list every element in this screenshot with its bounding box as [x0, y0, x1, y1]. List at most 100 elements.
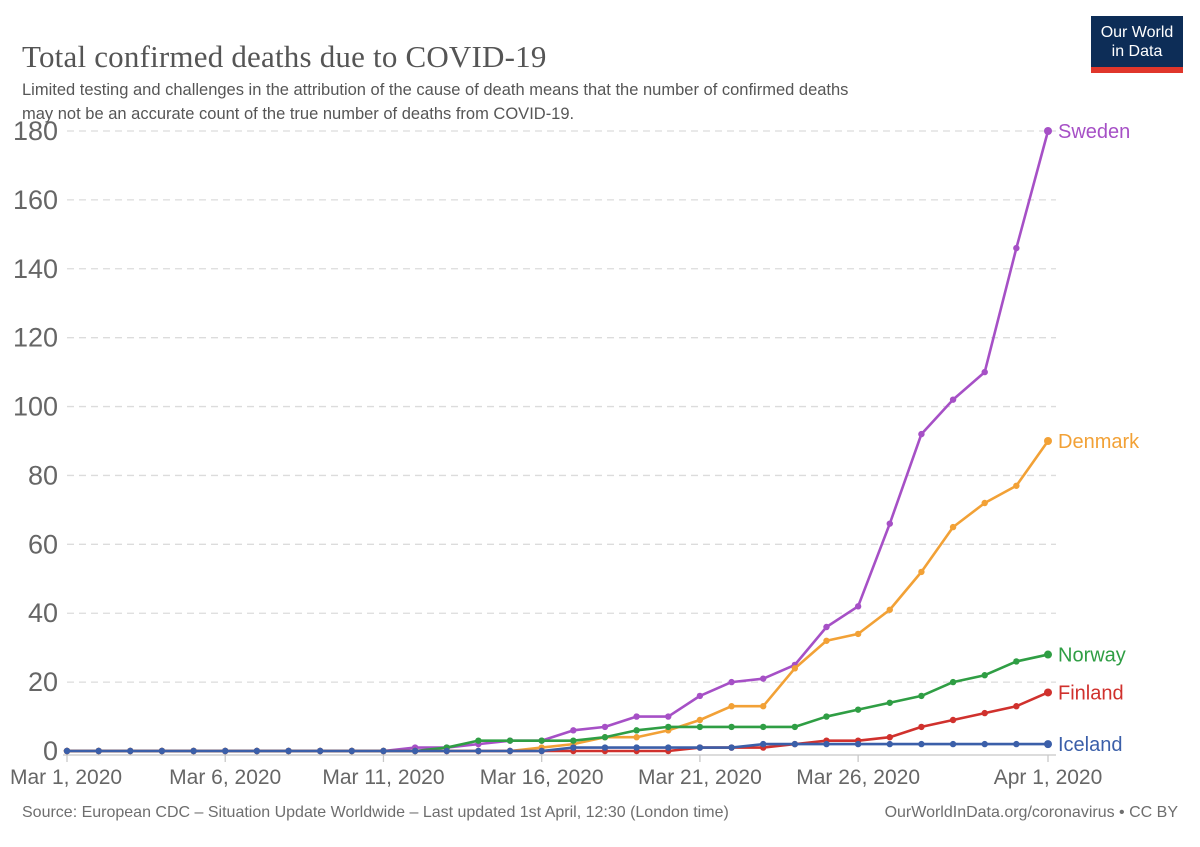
owid-logo-line2: in Data: [1111, 43, 1163, 60]
series-point-sweden-16: [570, 727, 577, 734]
series-point-iceland-27: [918, 740, 925, 748]
series-point-norway-15: [538, 737, 545, 744]
series-point-sweden-25: [854, 603, 862, 610]
y-tick-label-140: 140: [13, 254, 58, 284]
series-point-norway-26: [886, 699, 893, 706]
y-tick-label-160: 160: [13, 185, 58, 215]
x-tick-label-3: Mar 16, 2020: [480, 766, 604, 789]
series-point-iceland-29: [981, 740, 988, 748]
x-tick-label-2: Mar 11, 2020: [322, 766, 444, 789]
series-point-iceland-12: [443, 747, 450, 755]
series-point-iceland-3: [158, 747, 166, 755]
series-point-iceland-18: [633, 744, 640, 751]
x-tick-label-5: Mar 26, 2020: [796, 766, 920, 789]
series-point-finland-30: [1013, 703, 1020, 710]
series-line-iceland: [65, 742, 1050, 753]
series-point-iceland-13: [475, 747, 482, 755]
series-point-norway-20: [696, 723, 704, 731]
y-tick-label-80: 80: [28, 460, 58, 490]
series-point-denmark-28: [949, 523, 957, 531]
series-point-finland-29: [981, 709, 988, 717]
series-point-norway-14: [506, 737, 514, 744]
series-point-denmark-29: [981, 499, 988, 507]
series-point-sweden-26: [886, 520, 893, 527]
series-point-denmark-21: [728, 703, 735, 710]
series-point-denmark-20: [696, 716, 704, 724]
series-point-denmark-26: [886, 606, 893, 613]
series-point-sweden-18: [633, 713, 640, 720]
series-point-denmark-24: [823, 637, 830, 644]
source-note: Source: European CDC – Situation Update …: [22, 804, 729, 821]
series-point-iceland-8: [316, 747, 324, 755]
y-tick-label-180: 180: [13, 116, 58, 146]
owid-logo[interactable]: Our World in Data: [1091, 16, 1183, 73]
series-point-finland-26: [886, 734, 893, 741]
series-point-sweden-22: [759, 675, 767, 682]
owid-logo-line1: Our World: [1100, 24, 1174, 41]
series-point-sweden-29: [981, 368, 988, 376]
series-point-finland-31: [1044, 688, 1052, 697]
x-tick-label-1: Mar 6, 2020: [169, 766, 281, 789]
series-point-sweden-20: [696, 692, 704, 700]
series-point-iceland-21: [728, 744, 735, 751]
series-point-norway-25: [854, 706, 862, 713]
series-point-iceland-2: [127, 747, 134, 755]
series-point-iceland-6: [253, 747, 261, 755]
series-point-iceland-22: [759, 740, 767, 748]
owid-logo-red-bar: [1091, 67, 1183, 73]
series-point-norway-28: [949, 678, 957, 686]
series-point-norway-22: [759, 723, 767, 731]
license-badge: • CC BY: [1114, 804, 1178, 821]
series-point-iceland-15: [538, 747, 545, 755]
series-line-denmark: [65, 439, 1050, 753]
y-tick-label-20: 20: [28, 667, 58, 697]
series-point-norway-21: [728, 723, 735, 731]
series-point-iceland-4: [190, 747, 197, 755]
owid-logo-text: Our World in Data: [1091, 16, 1183, 67]
series-point-iceland-10: [380, 747, 387, 755]
series-point-norway-18: [633, 727, 640, 734]
y-tick-label-120: 120: [13, 323, 58, 353]
series-point-iceland-28: [949, 740, 957, 748]
series-label-iceland: Iceland: [1058, 734, 1123, 756]
series-point-iceland-31: [1044, 740, 1052, 749]
series-point-denmark-31: [1044, 437, 1052, 445]
series-label-denmark: Denmark: [1058, 431, 1140, 453]
page-title: Total confirmed deaths due to COVID-19: [22, 38, 547, 74]
y-tick-label-60: 60: [28, 529, 58, 559]
chart-footer: Source: European CDC – Situation Update …: [22, 804, 1178, 822]
series-line-sweden: [65, 129, 1050, 753]
series-label-norway: Norway: [1058, 645, 1126, 667]
series-point-norway-30: [1013, 658, 1020, 665]
series-point-denmark-23: [791, 665, 799, 672]
series-point-finland-27: [918, 723, 925, 731]
series-point-sweden-31: [1044, 127, 1052, 135]
x-tick-label-0: Mar 1, 2020: [10, 766, 122, 789]
series-point-norway-29: [981, 672, 988, 679]
page-subtitle: Limited testing and challenges in the at…: [22, 80, 849, 124]
series-point-norway-17: [601, 734, 609, 741]
series-point-iceland-7: [285, 747, 292, 755]
series-point-sweden-19: [665, 713, 672, 720]
x-tick-label-6: Apr 1, 2020: [994, 766, 1103, 789]
series-point-norway-19: [665, 723, 672, 731]
series-point-norway-27: [918, 692, 925, 700]
series-point-sweden-21: [728, 678, 735, 686]
series-point-iceland-0: [63, 747, 71, 755]
owid-link[interactable]: OurWorldInData.org/coronavirus: [884, 804, 1115, 821]
series-point-iceland-17: [601, 744, 609, 751]
series-point-sweden-28: [949, 396, 957, 403]
series-point-iceland-9: [348, 747, 356, 755]
series-point-iceland-11: [411, 747, 419, 755]
series-point-finland-28: [949, 716, 957, 724]
y-tick-label-100: 100: [13, 392, 58, 422]
y-tick-label-40: 40: [28, 598, 58, 628]
series-point-denmark-18: [633, 734, 640, 741]
series-point-denmark-25: [854, 630, 862, 638]
series-point-iceland-16: [570, 744, 577, 751]
series-label-sweden: Sweden: [1058, 121, 1130, 143]
series-point-norway-24: [823, 713, 830, 720]
series-point-norway-23: [791, 723, 799, 731]
series-point-iceland-24: [823, 740, 830, 748]
